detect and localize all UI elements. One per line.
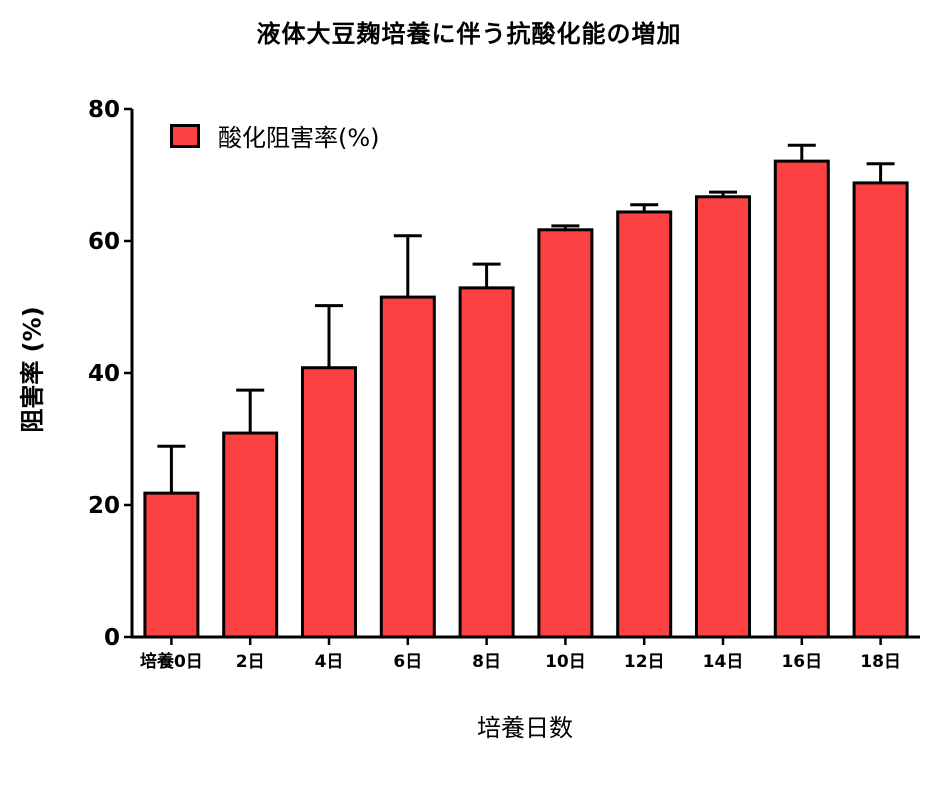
y-tick-label: 60 [88, 229, 120, 255]
x-tick-label: 6日 [393, 652, 422, 672]
x-tick-label: 14日 [703, 652, 744, 672]
bar [852, 181, 909, 639]
chart-title: 液体大豆麹培養に伴う抗酸化能の増加 [256, 20, 682, 48]
bar-group [852, 162, 909, 639]
bar [379, 295, 436, 639]
x-tick-label: 10日 [545, 652, 586, 672]
bar-group [143, 444, 200, 639]
x-tick-label: 18日 [860, 652, 901, 672]
x-axis-label: 培養日数 [477, 714, 573, 742]
y-tick-label: 20 [88, 493, 120, 519]
bar-group [301, 304, 357, 639]
bar-group [537, 224, 594, 639]
legend: 酸化阻害率(%) [170, 118, 380, 153]
y-tick-label: 0 [104, 625, 120, 651]
x-tick-label: 12日 [624, 652, 665, 672]
y-tick-label: 80 [88, 97, 120, 123]
y-axis-label: 阻害率 (%) [18, 306, 47, 433]
legend-swatch [170, 123, 200, 148]
bar-group [379, 234, 436, 639]
bar-group [616, 203, 673, 639]
bar [301, 366, 357, 639]
y-tick-label: 40 [88, 361, 120, 387]
bar-group [695, 190, 751, 639]
bar-group [773, 143, 830, 639]
x-tick-label: 2日 [236, 652, 265, 672]
bar [458, 286, 515, 639]
x-tick-label: 培養0日 [140, 651, 203, 672]
legend-label: 酸化阻害率(%) [218, 124, 380, 152]
bar [616, 210, 673, 639]
bar [222, 431, 279, 639]
x-tick-label: 16日 [781, 652, 822, 672]
bar-group [458, 262, 515, 639]
bar-group [222, 388, 279, 639]
bar [695, 195, 751, 639]
bar [143, 491, 200, 639]
bar [773, 159, 830, 639]
x-tick-label: 4日 [315, 652, 344, 672]
bar [537, 228, 594, 639]
x-tick-label: 8日 [472, 652, 501, 672]
